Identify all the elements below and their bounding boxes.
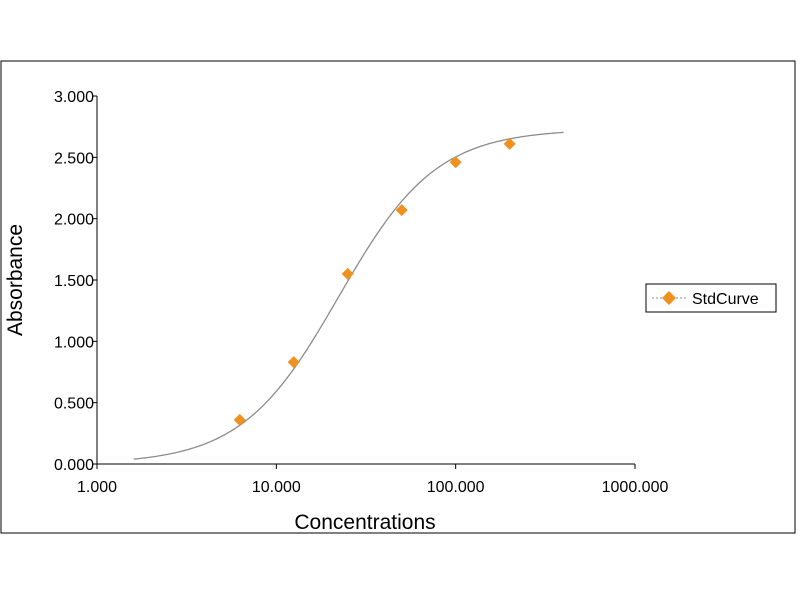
legend: StdCurve	[645, 283, 777, 313]
y-tick-label: 1.500	[54, 273, 94, 290]
data-point-diamond	[449, 156, 462, 169]
y-tick-label: 0.500	[54, 396, 94, 413]
data-point-diamond	[341, 267, 354, 280]
legend-label: StdCurve	[692, 291, 759, 308]
data-points	[233, 137, 516, 426]
y-tick-label: 2.000	[54, 212, 94, 229]
data-point-diamond	[287, 356, 300, 369]
fit-curve-line	[133, 131, 564, 460]
fit-curve	[133, 131, 564, 460]
y-tick-label: 2.500	[54, 150, 94, 167]
data-point-diamond	[395, 204, 408, 217]
x-tick-label: 1000.000	[602, 479, 669, 496]
x-tick-label: 100.000	[427, 479, 485, 496]
tick-labels: 0.000 0.500 1.000 1.500 2.000 2.500 3.000 1.000…	[54, 89, 669, 496]
x-axis-title: Concentrations	[294, 511, 435, 534]
data-point-diamond	[233, 413, 246, 426]
y-axis-title: Absorbance	[4, 224, 27, 336]
x-tick-label: 1.000	[77, 479, 117, 496]
x-tick-label: 10.000	[252, 479, 301, 496]
data-point-diamond	[503, 137, 516, 150]
axes	[92, 95, 636, 469]
y-tick-label: 0.000	[54, 457, 94, 474]
y-tick-label: 3.000	[54, 89, 94, 106]
legend-marker-icon	[662, 291, 676, 305]
y-tick-label: 1.000	[54, 334, 94, 351]
